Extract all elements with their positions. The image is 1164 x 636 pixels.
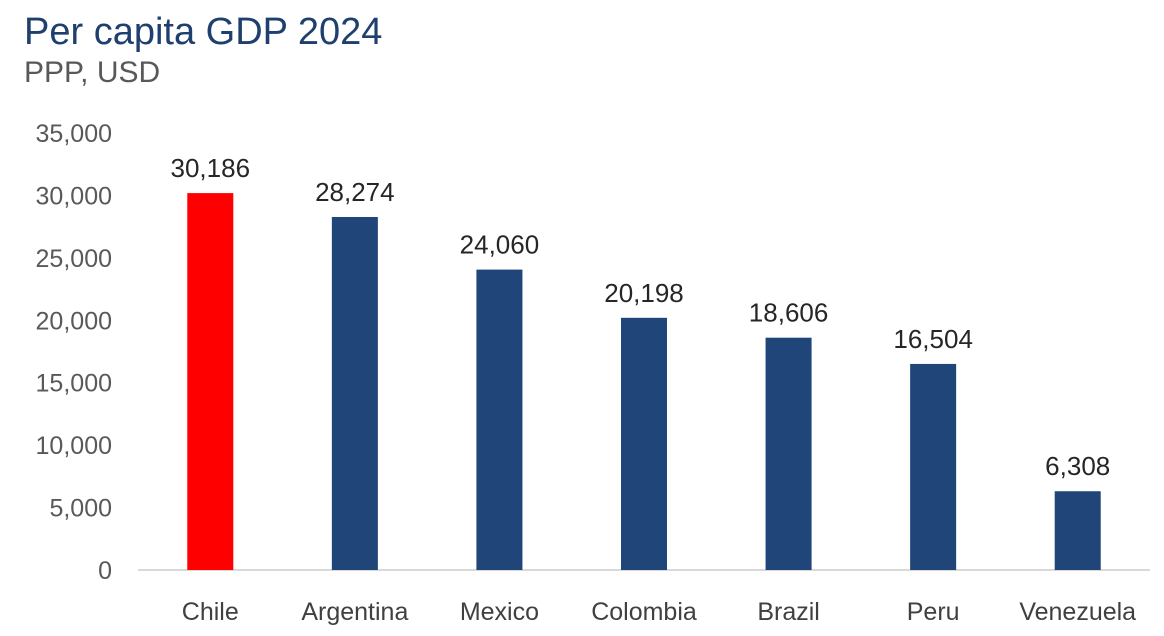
- x-tick-label-peru: Peru: [907, 598, 960, 626]
- bar-colombia: [621, 317, 667, 570]
- data-label-colombia: 20,198: [604, 278, 684, 308]
- chart-subtitle: PPP, USD: [24, 56, 161, 89]
- y-axis: 0 5,000 10,000 15,000 20,000 25,000 30,000 35,0…: [36, 120, 112, 585]
- bar-chile: [187, 193, 234, 570]
- y-tick-label: 15,000: [36, 370, 112, 398]
- data-label-venezuela: 6,308: [1045, 451, 1110, 481]
- bar-venezuela: [1054, 491, 1101, 570]
- chart-title: Per capita GDP 2024: [24, 11, 383, 53]
- y-tick-label: 5,000: [49, 495, 112, 523]
- x-tick-label-mexico: Mexico: [460, 598, 539, 626]
- x-tick-label-brazil: Brazil: [757, 598, 820, 626]
- x-tick-label-argentina: Argentina: [301, 598, 408, 626]
- bar-brazil: [765, 337, 812, 570]
- data-label-chile: 30,186: [171, 153, 251, 183]
- y-tick-label: 20,000: [36, 307, 112, 335]
- y-tick-label: 35,000: [36, 120, 112, 148]
- bar-peru: [910, 363, 957, 570]
- data-label-argentina: 28,274: [315, 177, 395, 207]
- y-tick-label: 10,000: [36, 432, 112, 460]
- x-tick-label-chile: Chile: [182, 598, 239, 626]
- bar-argentina: [331, 216, 378, 570]
- x-tick-label-venezuela: Venezuela: [1019, 598, 1136, 626]
- y-tick-label: 0: [98, 557, 112, 585]
- bars: [187, 193, 1101, 570]
- data-label-mexico: 24,060: [460, 230, 540, 260]
- bar-mexico: [476, 269, 523, 570]
- data-labels: 30,186 28,274 24,060 20,198 18,606 16,504 6,30…: [171, 153, 1111, 481]
- y-tick-label: 25,000: [36, 245, 112, 273]
- data-label-peru: 16,504: [893, 324, 973, 354]
- x-axis: Chile Argentina Mexico Colombia Brazil Peru Ve…: [182, 598, 1136, 626]
- x-tick-label-colombia: Colombia: [591, 598, 697, 626]
- data-label-brazil: 18,606: [749, 298, 829, 328]
- y-tick-label: 30,000: [36, 182, 112, 210]
